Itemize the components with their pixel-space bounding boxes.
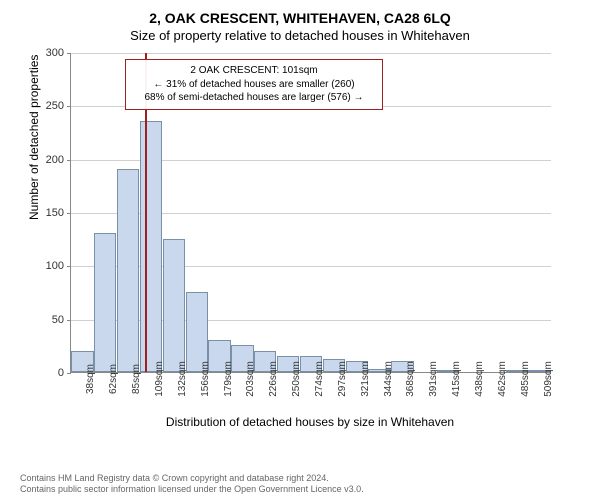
grid-line bbox=[71, 53, 551, 54]
ytick-mark bbox=[67, 213, 71, 214]
footer-line-2: Contains public sector information licen… bbox=[20, 484, 364, 496]
histogram-bar bbox=[94, 233, 116, 372]
info-box-line: 2 OAK CRESCENT: 101sqm bbox=[134, 64, 374, 78]
xtick-label: 509sqm bbox=[543, 361, 554, 397]
plot-region: 05010015020025030038sqm62sqm85sqm109sqm1… bbox=[70, 53, 550, 373]
ytick-label: 300 bbox=[46, 47, 64, 59]
y-axis-label: Number of detached properties bbox=[27, 55, 41, 220]
ytick-label: 0 bbox=[58, 367, 64, 379]
ytick-label: 200 bbox=[46, 154, 64, 166]
ytick-mark bbox=[67, 160, 71, 161]
info-box-line: 68% of semi-detached houses are larger (… bbox=[134, 91, 374, 105]
chart-title-address: 2, OAK CRESCENT, WHITEHAVEN, CA28 6LQ bbox=[20, 10, 580, 26]
info-box-line: ← 31% of detached houses are smaller (26… bbox=[134, 78, 374, 92]
xtick-label: 368sqm bbox=[405, 361, 416, 397]
ytick-mark bbox=[67, 53, 71, 54]
ytick-mark bbox=[67, 320, 71, 321]
info-box: 2 OAK CRESCENT: 101sqm← 31% of detached … bbox=[125, 59, 383, 110]
footer-text: Contains HM Land Registry data © Crown c… bbox=[20, 473, 364, 496]
ytick-mark bbox=[67, 106, 71, 107]
footer-line-1: Contains HM Land Registry data © Crown c… bbox=[20, 473, 364, 485]
histogram-bar bbox=[117, 169, 139, 372]
x-axis-label: Distribution of detached houses by size … bbox=[70, 415, 550, 429]
chart-subtitle: Size of property relative to detached ho… bbox=[20, 28, 580, 43]
xtick-label: 321sqm bbox=[360, 361, 371, 397]
xtick-label: 462sqm bbox=[497, 361, 508, 397]
xtick-label: 485sqm bbox=[520, 361, 531, 397]
xtick-label: 415sqm bbox=[451, 361, 462, 397]
histogram-bar bbox=[140, 121, 162, 372]
histogram-bar bbox=[186, 292, 208, 372]
chart-area: Number of detached properties 0501001502… bbox=[70, 53, 580, 423]
ytick-label: 150 bbox=[46, 207, 64, 219]
ytick-label: 100 bbox=[46, 260, 64, 272]
ytick-mark bbox=[67, 266, 71, 267]
xtick-label: 391sqm bbox=[428, 361, 439, 397]
ytick-label: 250 bbox=[46, 100, 64, 112]
histogram-bar bbox=[163, 239, 185, 372]
chart-container: 2, OAK CRESCENT, WHITEHAVEN, CA28 6LQ Si… bbox=[0, 0, 600, 500]
xtick-label: 438sqm bbox=[474, 361, 485, 397]
ytick-label: 50 bbox=[52, 314, 64, 326]
ytick-mark bbox=[67, 373, 71, 374]
